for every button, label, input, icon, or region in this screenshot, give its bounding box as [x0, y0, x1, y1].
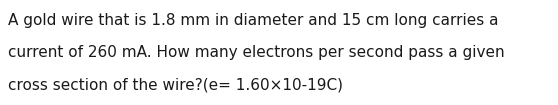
Text: cross section of the wire?(e= 1.60×10-19C): cross section of the wire?(e= 1.60×10-19…: [8, 78, 343, 93]
Text: A gold wire that is 1.8 mm in diameter and 15 cm long carries a: A gold wire that is 1.8 mm in diameter a…: [8, 13, 499, 28]
Text: current of 260 mA. How many electrons per second pass a given: current of 260 mA. How many electrons pe…: [8, 45, 505, 60]
